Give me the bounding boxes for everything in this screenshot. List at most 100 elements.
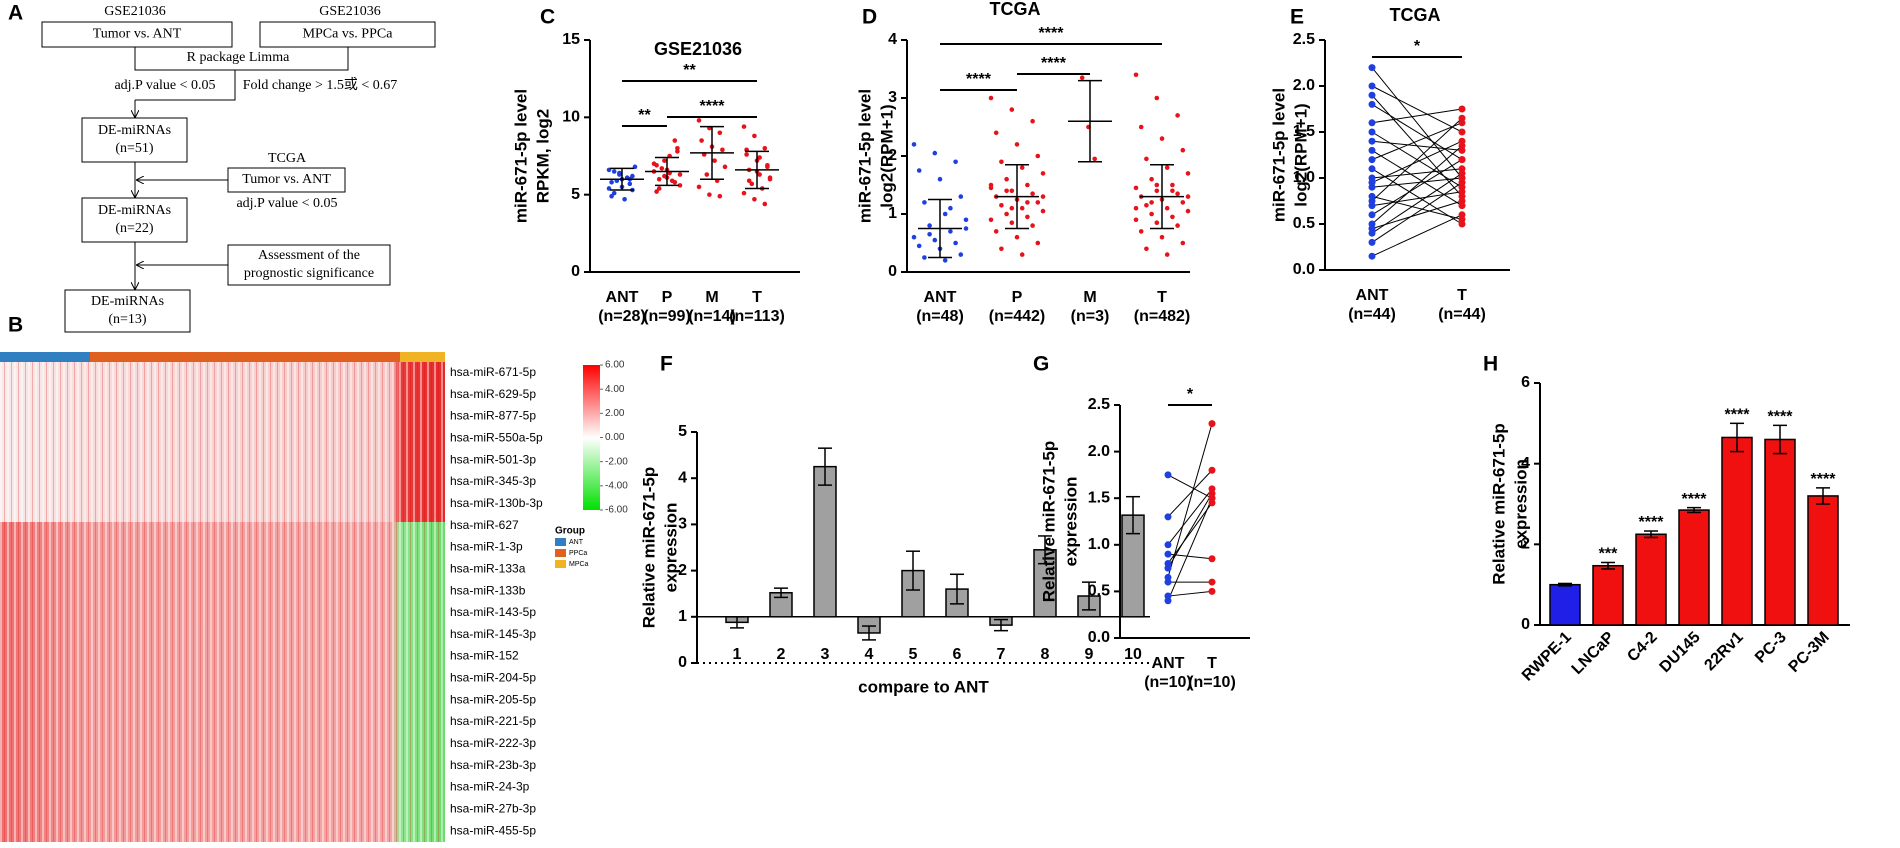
data-point xyxy=(927,223,932,228)
flow-note: adj.P value < 0.05 xyxy=(236,196,337,211)
y-axis-label: expression xyxy=(661,503,680,593)
x-count-label: (n=10) xyxy=(1144,674,1192,691)
data-point xyxy=(654,189,659,194)
data-point xyxy=(942,258,948,263)
row-label: hsa-miR-222-3p xyxy=(450,736,536,750)
colorbar-label: -4.00 xyxy=(605,480,628,491)
data-point xyxy=(1164,165,1170,170)
legend-title: Group xyxy=(555,526,585,537)
panel-label: F xyxy=(660,353,673,376)
row-label: hsa-miR-133a xyxy=(450,561,526,575)
data-point xyxy=(1040,171,1046,176)
data-point xyxy=(1185,171,1191,176)
data-point xyxy=(752,197,757,202)
y-tick-label: 0 xyxy=(571,263,580,280)
data-point xyxy=(1004,188,1009,194)
colorbar xyxy=(583,365,600,510)
data-point xyxy=(1030,191,1035,196)
data-point xyxy=(696,184,702,190)
x-count-label: (n=442) xyxy=(989,308,1045,325)
chart-title: TCGA xyxy=(1390,5,1441,25)
data-point xyxy=(720,147,725,153)
data-point xyxy=(1154,95,1160,101)
colorbar-label: 2.00 xyxy=(605,408,625,419)
y-tick-label: 0.5 xyxy=(1088,583,1110,600)
data-point xyxy=(656,186,662,191)
panel-label: G xyxy=(1033,353,1049,376)
data-point xyxy=(677,172,683,177)
data-point xyxy=(1035,153,1041,159)
source-label: GSE21036 xyxy=(104,4,165,19)
data-point xyxy=(1208,466,1216,474)
row-label: hsa-miR-133b xyxy=(450,583,526,597)
x-tick-label: 6 xyxy=(953,646,962,663)
legend-label: ANT xyxy=(569,539,584,546)
connector xyxy=(135,70,236,101)
data-point xyxy=(656,176,662,182)
bar xyxy=(813,465,837,618)
data-point xyxy=(707,192,712,197)
group-bar xyxy=(400,352,445,362)
significance-label: **** xyxy=(1039,25,1065,42)
y-axis-label: Relative miR-671-5p xyxy=(639,467,658,629)
y-tick-label: 4 xyxy=(888,31,897,48)
row-label: hsa-miR-130b-3p xyxy=(450,496,543,510)
data-point xyxy=(611,169,617,174)
x-tick-label: 10 xyxy=(1124,646,1142,663)
data-point xyxy=(1368,91,1376,99)
x-tick-label: T xyxy=(1457,287,1467,304)
data-point xyxy=(1138,229,1144,234)
x-count-label: (n=28) xyxy=(598,308,646,325)
data-point xyxy=(675,149,680,154)
data-point xyxy=(662,158,667,163)
data-point xyxy=(1040,194,1046,199)
y-tick-label: 3 xyxy=(678,516,687,533)
pair-line xyxy=(1371,214,1463,257)
row-label: hsa-miR-152 xyxy=(450,649,519,663)
data-point xyxy=(622,197,627,202)
data-point xyxy=(699,138,704,143)
data-point xyxy=(1368,229,1376,237)
data-point xyxy=(1144,156,1149,162)
data-point xyxy=(762,145,768,151)
pair-line xyxy=(1167,423,1213,578)
x-tick-label: 2 xyxy=(777,646,786,663)
data-point xyxy=(1180,147,1186,153)
data-point xyxy=(1208,578,1216,586)
pair-line xyxy=(1371,172,1463,234)
row-label: hsa-miR-550a-5p xyxy=(450,431,543,445)
significance-label: * xyxy=(1414,38,1421,55)
panel-label: C xyxy=(540,6,555,29)
pair-line xyxy=(1371,182,1463,243)
flow-box-text: prognostic significance xyxy=(244,266,374,281)
data-point xyxy=(662,173,667,179)
x-tick-label: 8 xyxy=(1041,646,1050,663)
significance-label: * xyxy=(1187,386,1194,403)
pair-line xyxy=(1371,67,1463,179)
data-point xyxy=(746,178,752,184)
significance-label: *** xyxy=(1599,546,1618,563)
data-point xyxy=(1149,200,1154,205)
data-point xyxy=(1030,223,1035,228)
y-axis-label: Relative miR-671-5p xyxy=(1039,441,1058,603)
significance-label: **** xyxy=(1041,55,1067,72)
x-tick-label: M xyxy=(1083,289,1096,306)
data-point xyxy=(1368,211,1376,219)
data-point xyxy=(752,133,757,139)
row-label: hsa-miR-455-5p xyxy=(450,823,536,837)
x-tick-label: 7 xyxy=(997,646,1006,663)
flow-box xyxy=(227,244,391,286)
significance-label: ** xyxy=(683,62,696,79)
data-point xyxy=(1025,182,1030,188)
data-point xyxy=(1164,597,1172,605)
data-point xyxy=(1149,176,1154,182)
x-count-label: (n=44) xyxy=(1348,306,1396,323)
data-point xyxy=(757,155,762,160)
flow-box-text: Tumor vs. ANT xyxy=(93,27,182,42)
data-point xyxy=(744,152,749,157)
pair-line xyxy=(1371,122,1463,161)
data-point xyxy=(1458,179,1466,187)
row-label: hsa-miR-143-5p xyxy=(450,605,536,619)
x-count-label: (n=14) xyxy=(688,308,736,325)
